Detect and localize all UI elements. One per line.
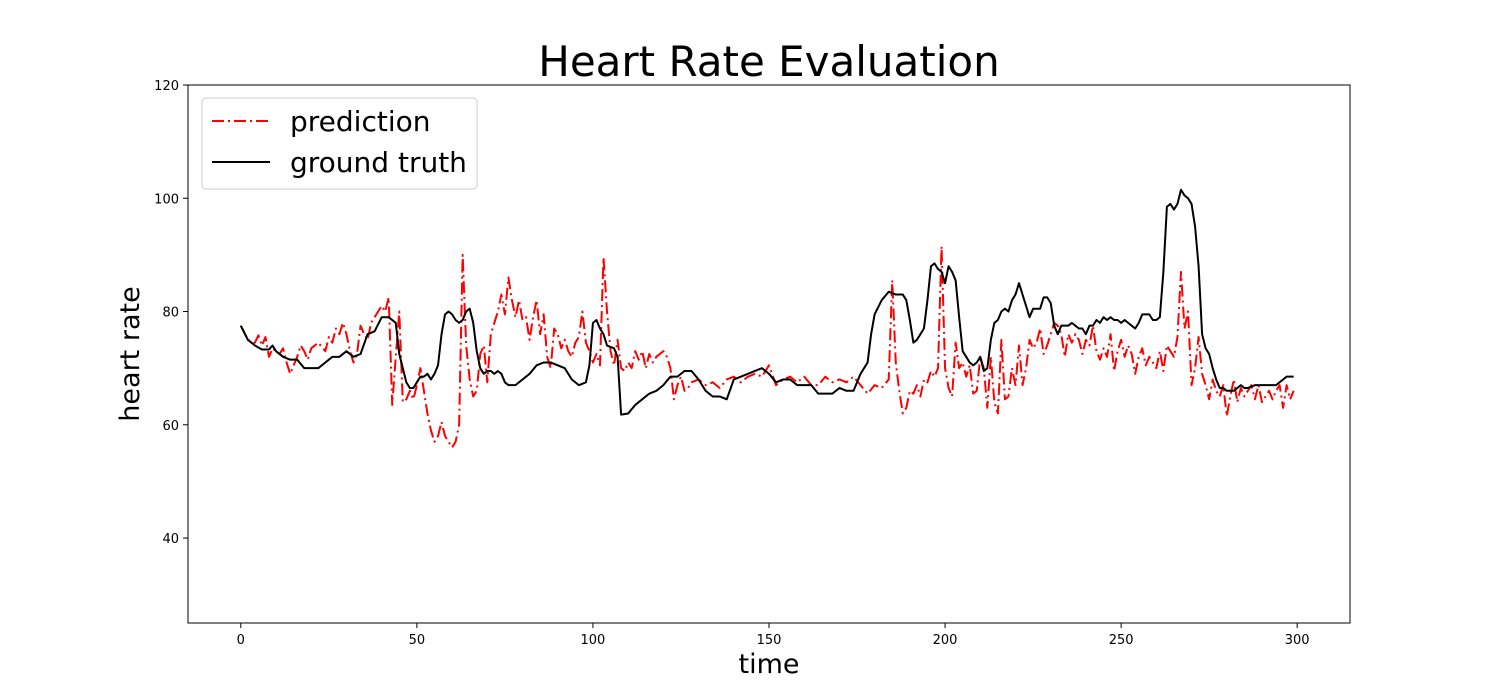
x-tick-label: 200 bbox=[933, 633, 958, 648]
x-tick-label: 100 bbox=[581, 633, 606, 648]
y-tick-label: 120 bbox=[154, 79, 179, 94]
x-tick-label: 0 bbox=[237, 633, 245, 648]
series-layer bbox=[239, 188, 1295, 449]
x-tick-label: 300 bbox=[1285, 633, 1310, 648]
y-axis-ticks: 40 60 80 100 120 bbox=[154, 79, 188, 547]
x-axis-title: time bbox=[738, 649, 799, 680]
legend-label-ground-truth: ground truth bbox=[290, 146, 467, 179]
series-line-ground-truth bbox=[239, 188, 1294, 416]
legend-label-prediction: prediction bbox=[290, 105, 430, 138]
y-tick-label: 80 bbox=[162, 306, 179, 321]
y-tick-label: 40 bbox=[162, 532, 179, 547]
legend: prediction ground truth bbox=[201, 97, 478, 190]
x-tick-label: 50 bbox=[409, 633, 426, 648]
series-line-prediction bbox=[239, 245, 1295, 449]
y-tick-label: 60 bbox=[162, 419, 179, 434]
plot-frame bbox=[187, 84, 1351, 624]
y-tick-label: 100 bbox=[154, 192, 179, 207]
x-axis-ticks: 0 50 100 150 200 250 300 bbox=[237, 623, 1310, 648]
x-tick-label: 250 bbox=[1109, 633, 1134, 648]
x-tick-label: 150 bbox=[757, 633, 782, 648]
y-axis-title: heart rate bbox=[115, 286, 146, 421]
chart-title: Heart Rate Evaluation bbox=[538, 37, 1000, 86]
legend-box bbox=[201, 97, 478, 190]
